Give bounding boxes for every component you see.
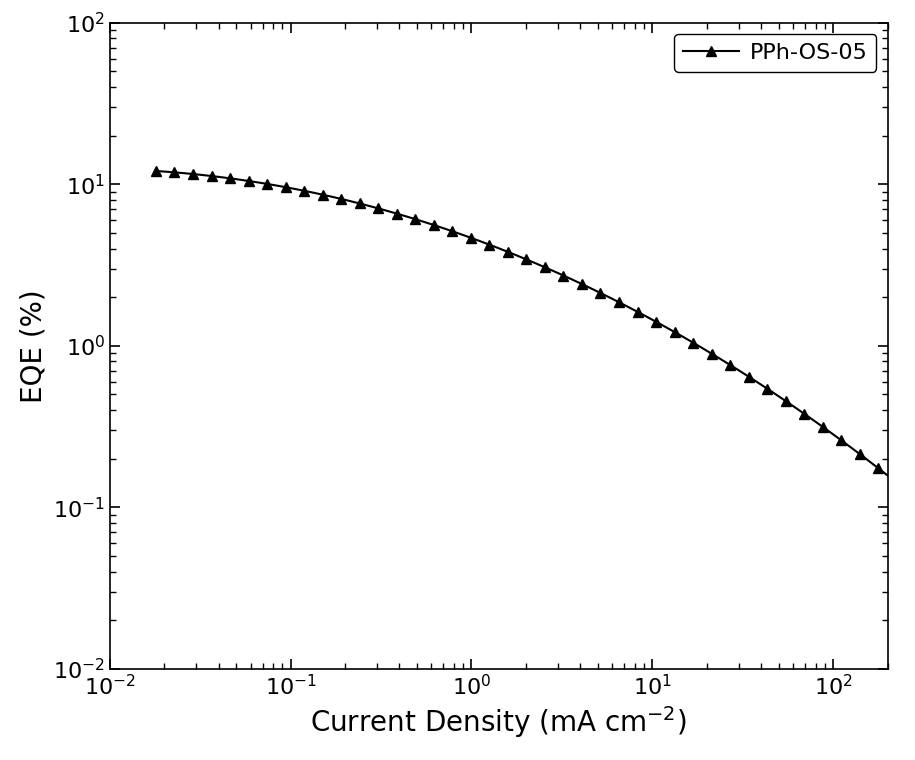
PPh-OS-05 <box>623 302 634 312</box>
PPh-OS-05 <box>150 166 161 176</box>
Y-axis label: EQE (%): EQE (%) <box>19 289 48 403</box>
Legend: PPh-OS-05: PPh-OS-05 <box>674 34 877 71</box>
Line: PPh-OS-05: PPh-OS-05 <box>151 166 892 480</box>
X-axis label: Current Density (mA cm$^{-2}$): Current Density (mA cm$^{-2}$) <box>310 705 687 740</box>
PPh-OS-05 <box>595 289 606 298</box>
PPh-OS-05 <box>586 284 597 293</box>
PPh-OS-05 <box>799 409 810 418</box>
PPh-OS-05 <box>882 471 893 480</box>
PPh-OS-05 <box>475 236 486 245</box>
PPh-OS-05 <box>651 317 662 326</box>
